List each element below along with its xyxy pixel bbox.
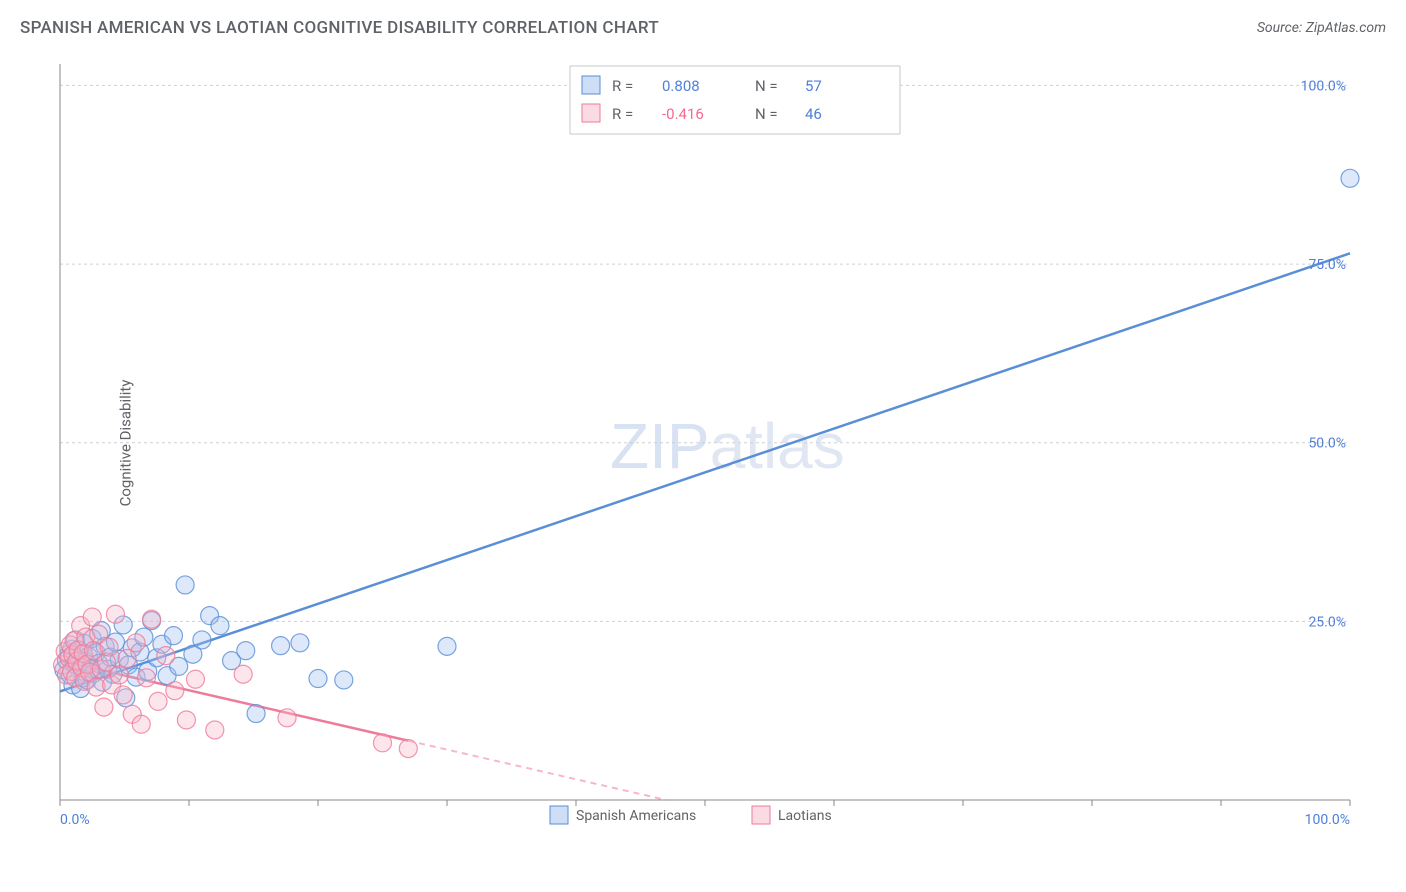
data-point <box>127 634 145 652</box>
source-label: Source: ZipAtlas.com <box>1257 20 1386 36</box>
legend-n-value: 57 <box>805 77 822 95</box>
y-tick-label: 75.0% <box>1308 257 1346 273</box>
chart-title: SPANISH AMERICAN VS LAOTIAN COGNITIVE DI… <box>20 18 659 38</box>
legend-series-label: Laotians <box>778 808 832 824</box>
data-point <box>106 605 124 623</box>
y-axis-label: Cognitive Disability <box>116 380 134 507</box>
data-point <box>399 740 417 758</box>
data-point <box>1341 169 1359 187</box>
data-point <box>177 711 195 729</box>
data-point <box>206 721 224 739</box>
plot-frame: Cognitive Disability ZIPatlas R = 0.808 N … <box>50 58 1370 828</box>
data-point <box>165 627 183 645</box>
legend-n-value: 46 <box>805 105 822 123</box>
scatter-chart: ZIPatlas R = 0.808 N = 57 R = -0.416 N = 46 25.… <box>50 58 1370 828</box>
data-point <box>234 665 252 683</box>
data-point <box>247 705 265 723</box>
data-point <box>272 637 290 655</box>
data-point <box>157 647 175 665</box>
legend-n-label: N = <box>755 77 778 95</box>
data-point <box>309 670 327 688</box>
legend-r-label: R = <box>612 77 633 95</box>
legend-n-label: N = <box>755 105 778 123</box>
data-point <box>166 682 184 700</box>
watermark: ZIPatlas <box>610 410 845 482</box>
data-point <box>438 637 456 655</box>
data-point <box>186 670 204 688</box>
data-point <box>278 709 296 727</box>
trend-line-extrapolated <box>408 741 666 800</box>
data-point <box>176 576 194 594</box>
data-point <box>114 686 132 704</box>
data-point <box>83 608 101 626</box>
data-point <box>291 634 309 652</box>
legend-r-label: R = <box>612 105 633 123</box>
x-tick-label: 0.0% <box>60 812 90 828</box>
data-point <box>110 666 128 684</box>
data-point <box>211 617 229 635</box>
data-point <box>95 698 113 716</box>
data-point <box>149 692 167 710</box>
data-point <box>132 715 150 733</box>
legend-r-value: -0.416 <box>662 105 704 123</box>
legend-swatch <box>582 104 600 122</box>
y-tick-label: 100.0% <box>1301 78 1346 94</box>
data-point <box>100 638 118 656</box>
data-point <box>137 669 155 687</box>
legend-r-value: 0.808 <box>662 77 700 95</box>
trend-line <box>60 253 1350 691</box>
legend-swatch <box>582 76 600 94</box>
y-tick-label: 50.0% <box>1308 436 1346 452</box>
data-point <box>335 671 353 689</box>
data-point <box>237 642 255 660</box>
y-tick-label: 25.0% <box>1308 614 1346 630</box>
data-point <box>193 631 211 649</box>
legend-swatch <box>752 806 770 824</box>
x-tick-label: 100.0% <box>1305 812 1350 828</box>
legend-swatch <box>550 806 568 824</box>
data-point <box>118 650 136 668</box>
data-point <box>143 610 161 628</box>
legend-series-label: Spanish Americans <box>576 808 696 824</box>
data-point <box>374 734 392 752</box>
